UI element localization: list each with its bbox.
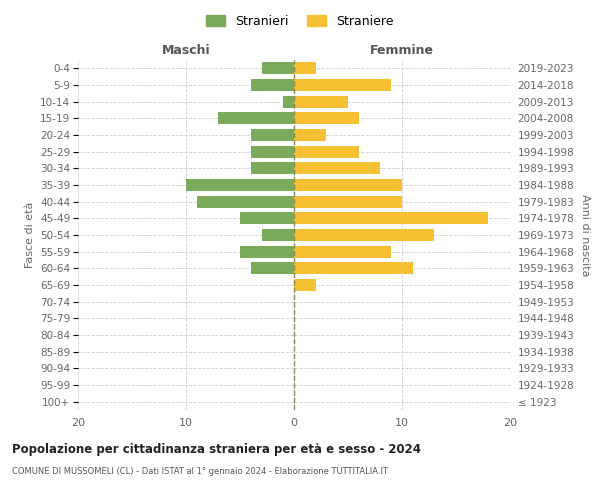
Bar (294, 146, 359, 158)
Bar (294, 262, 413, 274)
Bar (240, 212, 294, 224)
Text: Maschi: Maschi (161, 44, 211, 57)
Bar (251, 129, 294, 141)
Text: Popolazione per cittadinanza straniera per età e sesso - 2024: Popolazione per cittadinanza straniera p… (12, 442, 421, 456)
Bar (294, 96, 348, 108)
Legend: Stranieri, Straniere: Stranieri, Straniere (203, 11, 397, 32)
Y-axis label: Fasce di età: Fasce di età (25, 202, 35, 268)
Bar (294, 129, 326, 141)
Bar (294, 79, 391, 91)
Text: COMUNE DI MUSSOMELI (CL) - Dati ISTAT al 1° gennaio 2024 - Elaborazione TUTTITAL: COMUNE DI MUSSOMELI (CL) - Dati ISTAT al… (12, 468, 388, 476)
Bar (283, 96, 294, 108)
Bar (197, 196, 294, 207)
Text: Femmine: Femmine (370, 44, 434, 57)
Bar (294, 212, 488, 224)
Bar (294, 246, 391, 258)
Bar (294, 162, 380, 174)
Bar (240, 246, 294, 258)
Bar (294, 229, 434, 241)
Bar (251, 146, 294, 158)
Bar (251, 262, 294, 274)
Bar (294, 196, 402, 207)
Y-axis label: Anni di nascita: Anni di nascita (580, 194, 590, 276)
Bar (186, 179, 294, 191)
Bar (262, 62, 294, 74)
Bar (251, 162, 294, 174)
Bar (294, 112, 359, 124)
Bar (251, 79, 294, 91)
Bar (294, 62, 316, 74)
Bar (294, 179, 402, 191)
Bar (218, 112, 294, 124)
Bar (294, 279, 316, 291)
Bar (262, 229, 294, 241)
